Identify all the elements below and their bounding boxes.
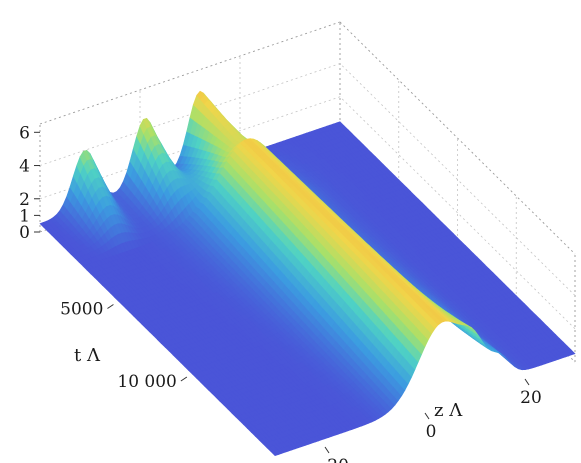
box-edge <box>39 21 341 125</box>
surface <box>39 90 576 457</box>
box-edge <box>339 21 576 255</box>
